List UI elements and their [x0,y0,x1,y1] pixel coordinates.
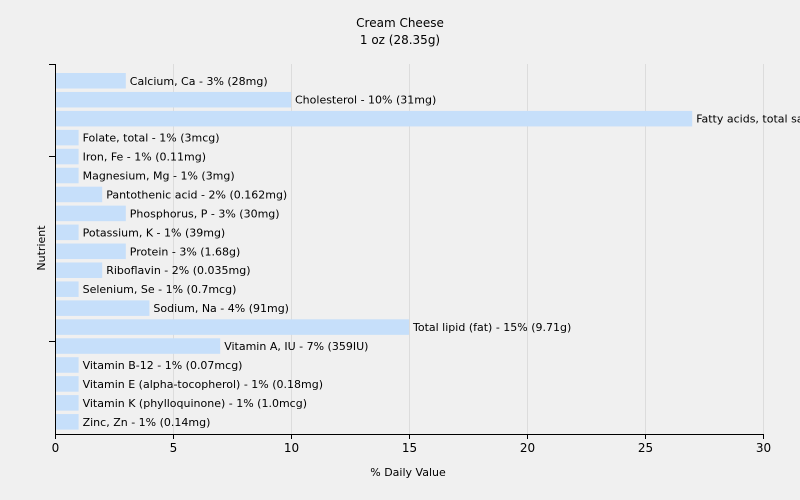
bar-label: Pantothenic acid - 2% (0.162mg) [106,188,287,201]
bar-label: Selenium, Se - 1% (0.7mcg) [83,283,237,296]
chart-subtitle: 1 oz (28.35g) [360,33,440,47]
bar [56,224,79,241]
bar [56,414,79,430]
axes: 0 5 10 15 20 25 30 [49,64,771,455]
y-axis-label: Nutrient [35,225,48,271]
bar-label: Riboflavin - 2% (0.035mg) [106,264,250,277]
x-tick-label: 25 [638,441,653,455]
bar [56,262,103,279]
bar [56,357,79,373]
bar [56,129,79,146]
bar-label: Folate, total - 1% (3mcg) [83,132,220,145]
bar-label: Sodium, Na - 4% (91mg) [153,302,289,315]
bar [56,110,693,127]
bar-label: Vitamin B-12 - 1% (0.07mcg) [83,359,243,372]
bar-label: Potassium, K - 1% (39mg) [83,226,226,239]
x-tick-label: 20 [520,441,535,455]
bar-labels-group: Calcium, Ca - 3% (28mg) Cholesterol - 10%… [83,75,800,429]
bar-label: Vitamin K (phylloquinone) - 1% (1.0mcg) [83,397,307,410]
bar [56,91,291,108]
x-tick-label: 0 [52,441,60,455]
bar-label: Fatty acids, total saturated - 27% (5.46… [696,113,800,126]
bar [56,338,221,354]
chart-title: Cream Cheese [356,16,444,30]
bar-label: Zinc, Zn - 1% (0.14mg) [83,416,211,429]
bar [56,281,79,297]
bar-label: Phosphorus, P - 3% (30mg) [130,207,280,220]
x-axis-label: % Daily Value [370,466,446,479]
bar [56,300,150,316]
x-tick-label: 5 [170,441,178,455]
bar [56,395,79,411]
bar-label: Vitamin A, IU - 7% (359IU) [224,340,368,353]
bar-label: Cholesterol - 10% (31mg) [295,94,436,107]
bars-group [56,73,693,430]
bar [56,243,126,260]
x-tick-label: 10 [284,441,299,455]
bar [56,186,103,203]
bar-label: Protein - 3% (1.68g) [130,245,241,258]
bar-label: Calcium, Ca - 3% (28mg) [130,75,268,88]
bar [56,148,79,165]
bar-label: Iron, Fe - 1% (0.11mg) [83,151,206,164]
bar [56,205,126,222]
x-tick-label: 30 [756,441,771,455]
bar [56,167,79,184]
bar [56,376,79,392]
bar-label: Total lipid (fat) - 15% (9.71g) [412,321,571,334]
bar-label: Magnesium, Mg - 1% (3mg) [83,170,235,183]
bar-label: Vitamin E (alpha-tocopherol) - 1% (0.18m… [83,378,323,391]
bar [56,319,409,335]
x-tick-label: 15 [402,441,417,455]
bar [56,73,126,89]
